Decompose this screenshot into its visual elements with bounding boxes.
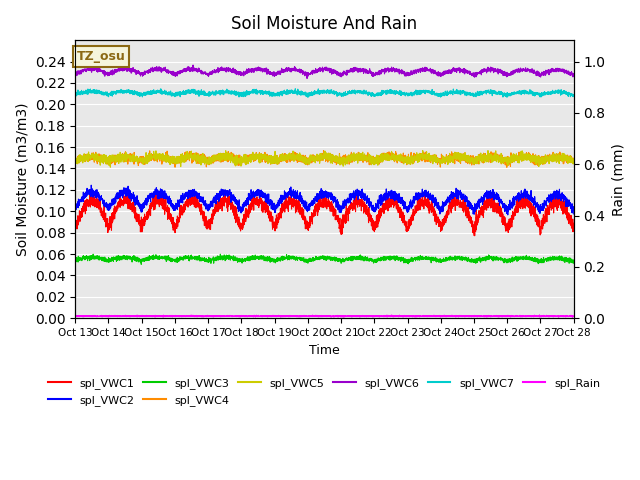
- X-axis label: Time: Time: [309, 344, 340, 357]
- Y-axis label: Rain (mm): Rain (mm): [611, 143, 625, 216]
- Title: Soil Moisture And Rain: Soil Moisture And Rain: [232, 15, 417, 33]
- Legend: spl_VWC1, spl_VWC2, spl_VWC3, spl_VWC4, spl_VWC5, spl_VWC6, spl_VWC7, spl_Rain: spl_VWC1, spl_VWC2, spl_VWC3, spl_VWC4, …: [44, 374, 605, 410]
- Text: TZ_osu: TZ_osu: [77, 50, 125, 63]
- Y-axis label: Soil Moisture (m3/m3): Soil Moisture (m3/m3): [15, 102, 29, 256]
